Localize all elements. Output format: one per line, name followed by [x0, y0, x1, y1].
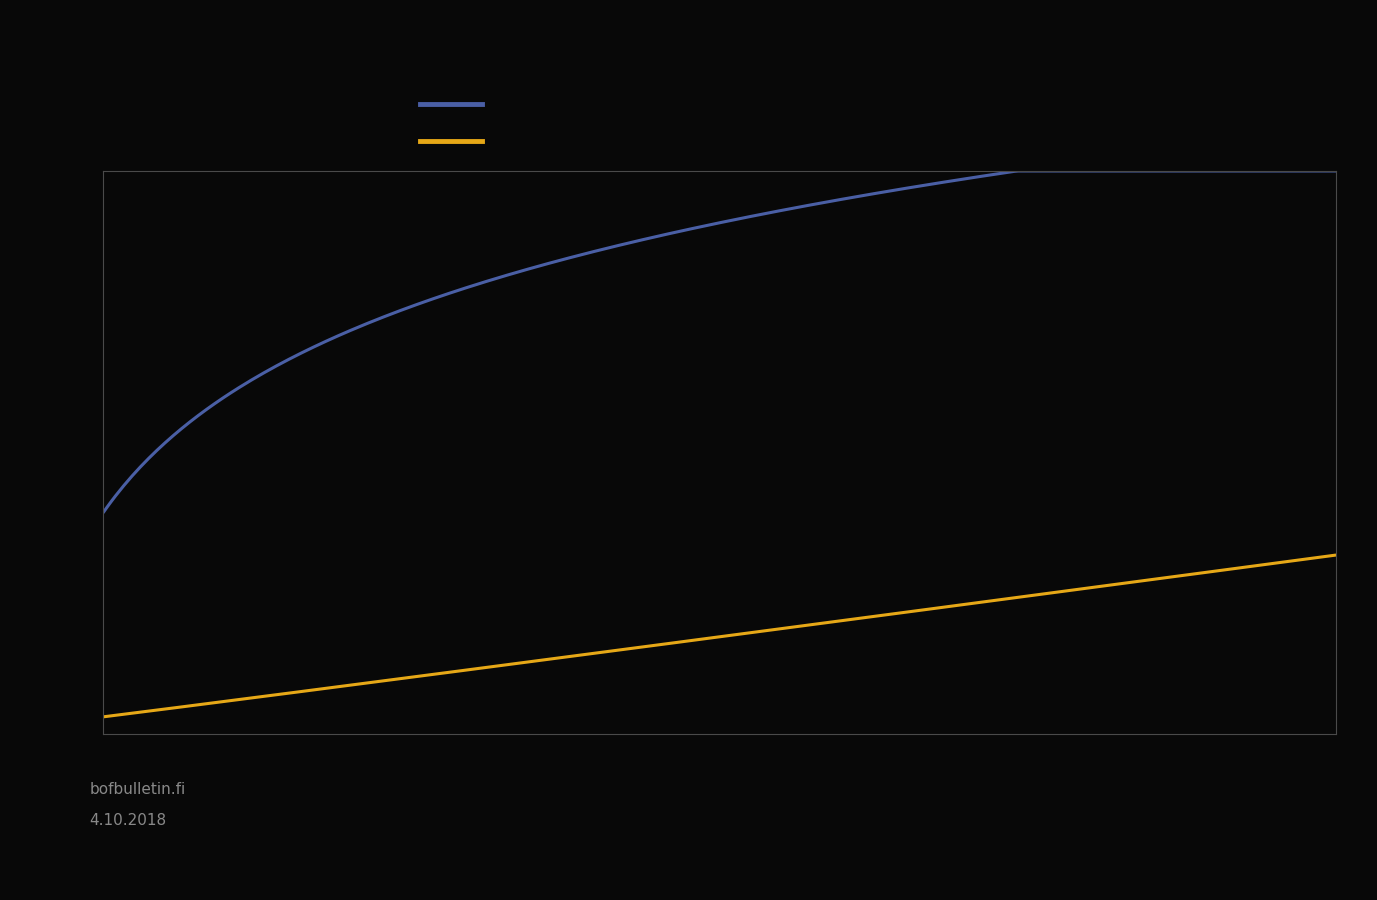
Text: 4.10.2018: 4.10.2018	[90, 813, 167, 828]
Text: bofbulletin.fi: bofbulletin.fi	[90, 781, 186, 797]
